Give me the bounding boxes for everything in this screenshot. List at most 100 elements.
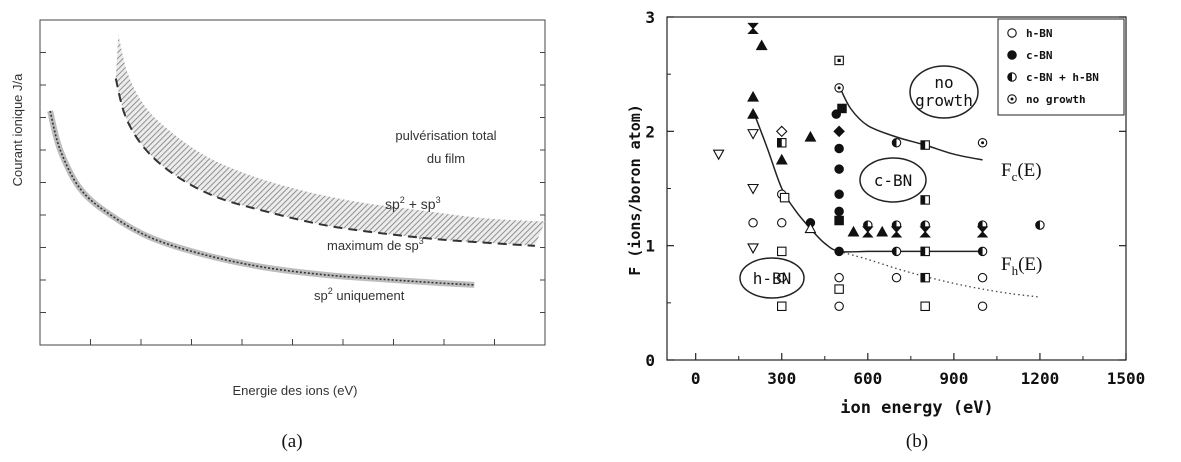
data-point-square-fill [837, 103, 847, 114]
data-point-circle-open [834, 301, 844, 312]
data-point-circle-half [977, 246, 988, 257]
data-point-diamond-fill [833, 125, 845, 138]
panel-b-xtick-label: 900 [939, 369, 968, 388]
panel-b-xtick-label: 300 [767, 369, 796, 388]
annotation-sp2-sp3: sp2 + sp3 [385, 195, 441, 212]
data-point-square-half [920, 140, 930, 150]
data-point-circle-fill [834, 206, 844, 217]
data-point-tri-down-open [747, 243, 759, 255]
panel-b-ytick-label: 2 [645, 122, 655, 141]
data-point-tri-down-open [712, 149, 725, 161]
data-point-square-half [776, 138, 787, 148]
panel-b-chart: 0 300 600 900 1200 1500 0 1 2 3 no growth c-BN h-… [626, 8, 1145, 452]
fh-label: Fh(E) [1001, 254, 1042, 278]
data-point-circle-dot [977, 138, 988, 148]
data-point-circle-half [1007, 72, 1017, 82]
panel-b-ytick-label: 3 [645, 8, 655, 27]
panel-b-ticks: 0 300 600 900 1200 1500 0 1 2 3 [645, 8, 1145, 388]
data-point-square-dot [834, 55, 844, 66]
legend-label: h-BN [1026, 27, 1053, 40]
panel-a-ylabel: Courant ionique J/a [10, 73, 25, 187]
region-no-growth-line1: no [934, 73, 953, 92]
data-point-tri-fill [804, 130, 817, 142]
data-point-circle-open [977, 301, 988, 312]
data-point-circle-fill [834, 143, 844, 154]
data-point-square-half [920, 246, 930, 257]
data-point-square-half [920, 272, 930, 283]
annotation-total-sputtering-line2: du film [427, 151, 465, 166]
data-point-circle-dot [1007, 94, 1017, 104]
legend-box [997, 18, 1125, 116]
annotation-max-sp3: maximum de sp3 [327, 236, 424, 253]
data-point-square-open [779, 192, 790, 203]
data-point-hourglass [747, 22, 759, 34]
legend-label: c-BN + h-BN [1026, 71, 1099, 84]
data-point-circle-fill [834, 189, 844, 199]
panel-b-points [712, 22, 1045, 312]
panel-b-ytick-label: 1 [645, 237, 655, 256]
data-point-circle-open [776, 272, 787, 283]
data-point-hourglass [919, 226, 931, 238]
panel-a-chart: pulvérisation total du film sp2 + sp3 ma… [10, 19, 546, 452]
fc-label: Fc(E) [1001, 160, 1042, 184]
panel-b-label: (b) [906, 431, 928, 452]
data-point-square-open [776, 246, 787, 257]
panel-a-ticks [40, 52, 545, 345]
sputtering-band [115, 34, 546, 246]
region-cbn-label: c-BN [874, 171, 913, 190]
legend: h-BN c-BN c-BN + h-BN no growth [997, 18, 1125, 116]
data-point-circle-fill [834, 246, 844, 257]
panel-b-xlabel: ion energy (eV) [840, 398, 994, 418]
data-point-tri-down-open [747, 183, 759, 195]
data-point-circle-half [1035, 220, 1045, 230]
panel-a-xlabel: Energie des ions (eV) [232, 383, 357, 398]
data-point-circle-fill [1007, 50, 1017, 60]
data-point-square-open [920, 301, 930, 312]
data-point-circle-open [1007, 28, 1017, 38]
data-point-tri-fill [876, 225, 889, 237]
data-point-tri-fill [775, 153, 788, 165]
data-point-square-fill [834, 215, 844, 226]
data-point-tri-fill [755, 39, 768, 51]
data-point-circle-fill [834, 164, 844, 174]
data-point-square-open [834, 284, 844, 294]
annotation-total-sputtering-line1: pulvérisation total [395, 128, 496, 143]
data-point-tri-down-open [747, 129, 759, 140]
data-point-circle-open [891, 272, 902, 283]
sp2-sp3-boundary-line [114, 78, 535, 247]
panel-b-ytick-label: 0 [645, 351, 655, 370]
data-point-circle-half [891, 246, 902, 257]
legend-label: no growth [1026, 93, 1086, 106]
panel-b-xtick-label: 600 [853, 369, 882, 388]
panel-a-label: (a) [281, 431, 302, 452]
data-point-circle-dot [834, 83, 844, 93]
data-point-hourglass [862, 226, 874, 238]
data-point-tri-open [804, 222, 817, 234]
panel-b-xtick-label: 1500 [1107, 369, 1146, 388]
region-hbn-ellipse [739, 257, 805, 299]
fh-extrapolation-dotted [838, 250, 1040, 298]
data-point-circle-half [891, 138, 902, 148]
data-point-square-open [776, 301, 787, 312]
data-point-tri-fill [747, 108, 759, 119]
data-point-circle-fill [831, 109, 842, 119]
legend-label: c-BN [1026, 49, 1053, 62]
panel-a-frame [39, 19, 546, 346]
sp2-boundary-line [49, 110, 475, 286]
annotation-sp2-only: sp2 uniquement [314, 286, 405, 303]
panel-b-ylabel: F (ions/boron atom) [626, 104, 644, 276]
data-point-circle-open [834, 272, 844, 283]
panel-b-xtick-label: 0 [691, 369, 701, 388]
data-point-circle-open [748, 218, 758, 228]
data-point-tri-fill [847, 225, 860, 237]
region-no-growth-line2: growth [915, 91, 973, 110]
data-point-circle-open [776, 218, 787, 228]
data-point-diamond-open [775, 125, 788, 138]
data-point-tri-fill [747, 90, 759, 102]
region-hbn-label: h-BN [753, 269, 792, 288]
fc-curve [838, 85, 983, 161]
region-no-growth-ellipse [909, 65, 979, 119]
region-cbn-ellipse [859, 157, 927, 203]
data-point-hourglass [890, 226, 903, 238]
